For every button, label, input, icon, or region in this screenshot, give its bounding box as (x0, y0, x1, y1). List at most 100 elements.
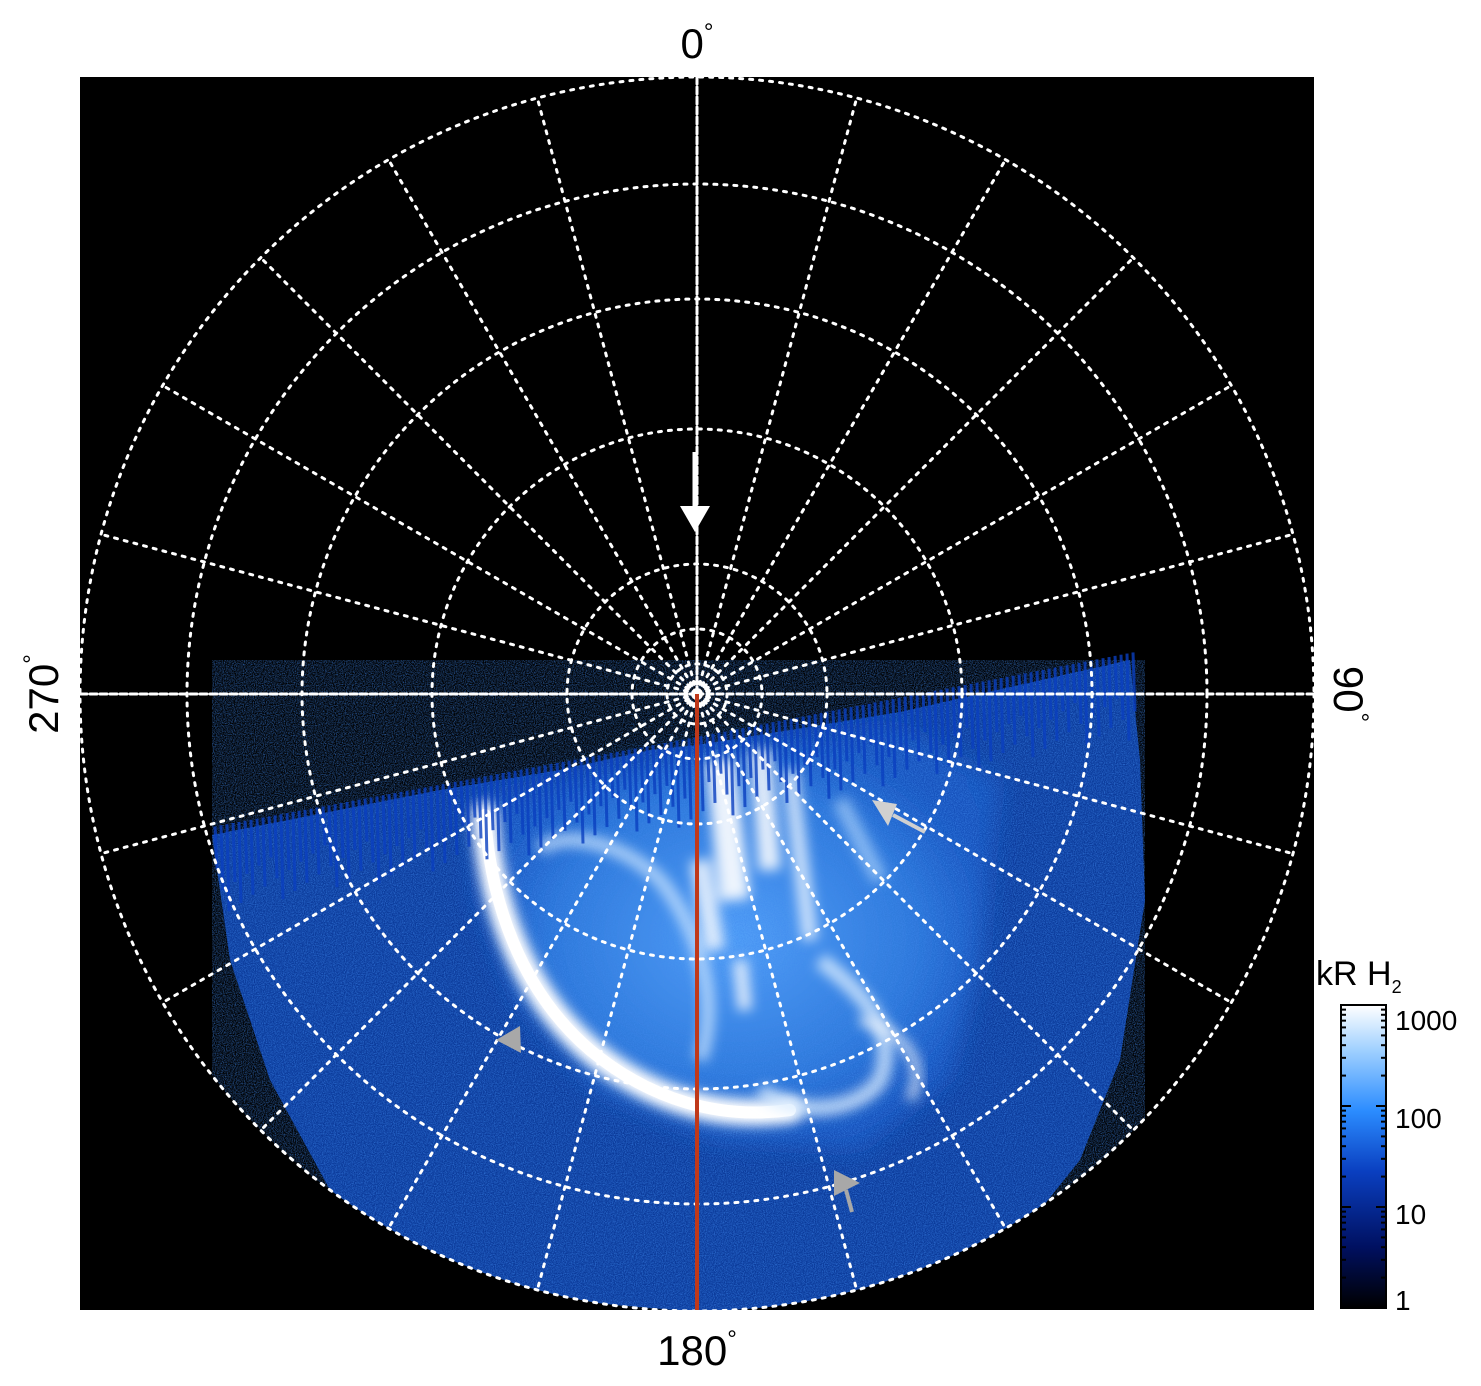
limb-streak (285, 813, 291, 871)
meridian-gridline (695, 96, 859, 696)
limb-streak (825, 711, 831, 799)
limb-streak (1065, 665, 1071, 733)
limb-streak (357, 799, 363, 871)
limb-streak (309, 808, 315, 854)
limb-streak (1119, 654, 1125, 720)
limb-streak (585, 757, 591, 815)
colorbar-tick-label: 1000 (1395, 1005, 1457, 1036)
meridian-gridline (259, 256, 699, 696)
meridian-gridline (99, 692, 699, 856)
limb-streak (501, 772, 507, 823)
limb-streak (549, 764, 555, 840)
limb-streak (759, 724, 765, 770)
limb-streak (777, 721, 783, 783)
label-left-longitude: 270° (19, 654, 67, 734)
limb-streak (957, 686, 963, 758)
meridian-gridline (695, 692, 859, 1292)
limb-streak (297, 810, 303, 862)
limb-streak (315, 807, 321, 875)
limb-streak (1083, 661, 1089, 745)
meridian-gridline (695, 692, 1233, 1004)
inner-swirl-arc-2 (755, 953, 894, 1117)
colorbar-title: kR H2 (1316, 955, 1402, 997)
limb-streak (681, 739, 687, 799)
limb-streak (873, 702, 879, 766)
limb-streak (891, 698, 897, 779)
meridian-gridline (161, 384, 699, 696)
limb-streak (711, 733, 717, 803)
meridian-gridline (695, 158, 1007, 696)
limb-streak (1023, 673, 1029, 737)
limb-streak (843, 708, 849, 762)
limb-streak (489, 775, 495, 831)
meridian-gridline (695, 256, 1135, 696)
limb-streak (243, 820, 249, 874)
limb-streak (273, 815, 279, 879)
meridian-gridline (695, 692, 1295, 856)
gray-arrow-up-icon (834, 1170, 860, 1213)
limb-streak (411, 789, 417, 859)
limb-streak (375, 796, 381, 884)
limb-streak (795, 717, 801, 795)
limb-streak (855, 705, 861, 754)
colorbar: kR H2 1000 100 10 1 (1316, 955, 1457, 1316)
meridian-gridline (695, 384, 1233, 696)
limb-streak (945, 688, 951, 766)
limb-streak (1035, 670, 1041, 729)
limb-streak (609, 752, 615, 799)
white-arrow-icon (680, 452, 710, 532)
limb-streak (507, 771, 513, 843)
limb-streak (513, 770, 519, 814)
light-gray-arrow-icon (872, 800, 926, 834)
colorbar-gradient (1340, 1004, 1387, 1309)
limb-streak (417, 788, 423, 830)
limb-streak (639, 747, 645, 803)
limb-streak (789, 718, 795, 774)
limb-streak (249, 819, 255, 895)
limb-streak (627, 749, 633, 811)
limb-streak (525, 768, 531, 856)
limb-streak (351, 800, 357, 850)
limb-streak (915, 694, 921, 762)
limb-streak (1113, 655, 1119, 699)
limb-streak (909, 695, 915, 741)
meridian-gridline (387, 692, 699, 1230)
limb-streak (603, 754, 609, 828)
colorbar-tick-label: 100 (1395, 1103, 1442, 1134)
label-top-longitude: 0° (681, 19, 714, 67)
colorbar-ticks (1341, 1004, 1386, 1309)
limb-streak (897, 697, 903, 749)
limb-streak (987, 680, 993, 762)
limb-streak (555, 762, 561, 811)
limb-streak (261, 817, 267, 887)
limb-streak (849, 707, 855, 783)
limb-streak (519, 769, 525, 835)
limb-streak (327, 805, 333, 867)
limb-streak (837, 709, 843, 791)
meridian-gridline (387, 158, 699, 696)
inner-swirl-arc-1 (535, 833, 715, 1063)
limb-streak (393, 792, 399, 847)
limb-streak (783, 719, 789, 803)
gray-arrow-left-icon (496, 1026, 521, 1053)
limb-streak (999, 677, 1005, 754)
limb-streak (723, 731, 729, 795)
limb-streak (1095, 659, 1101, 737)
limb-streak (477, 777, 483, 839)
limb-streak (981, 681, 987, 741)
limb-streak (531, 767, 537, 827)
limb-streak (687, 738, 693, 820)
colorbar-tick-label: 10 (1395, 1199, 1426, 1230)
limb-streak (591, 756, 597, 836)
colorbar-tick-label: 1 (1395, 1285, 1411, 1316)
limb-streak (933, 690, 939, 774)
limb-streak (267, 816, 273, 858)
limb-streak (645, 746, 651, 824)
limb-streak (387, 794, 393, 876)
limb-streak (1125, 653, 1131, 741)
meridian-gridline (99, 532, 699, 696)
limb-streak (399, 791, 405, 867)
label-right-longitude: 90° (1325, 666, 1373, 722)
limb-streak (633, 748, 639, 832)
